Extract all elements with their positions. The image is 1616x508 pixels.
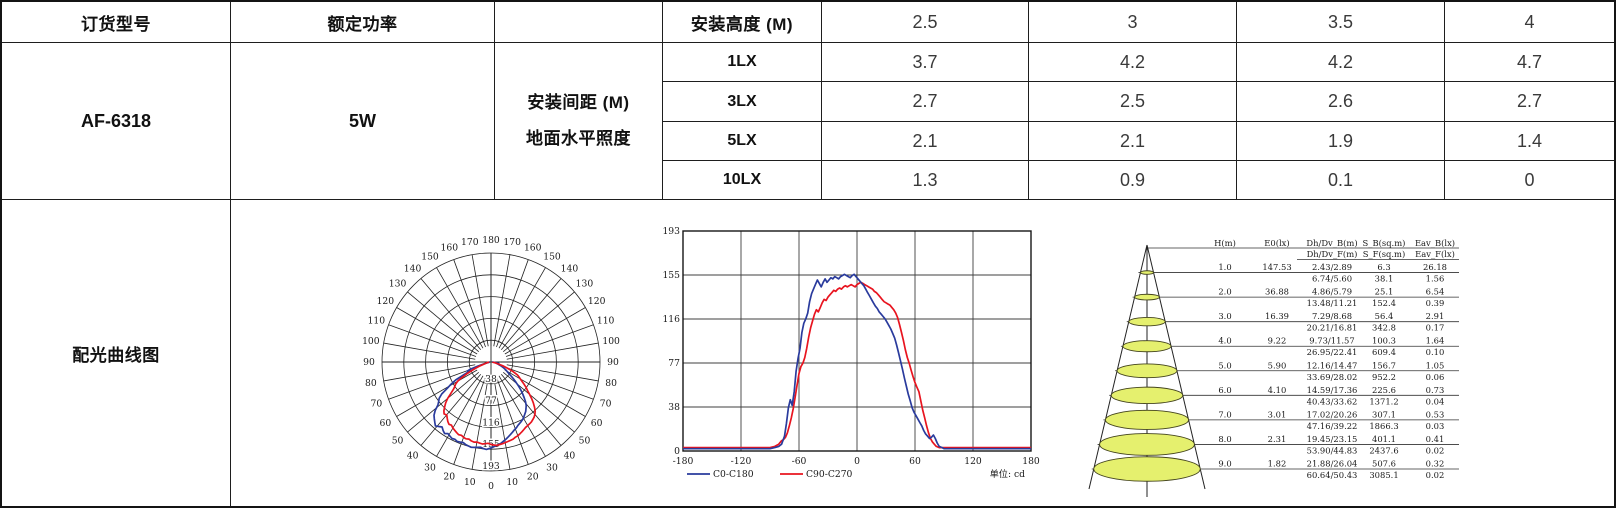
power-value: 5W — [231, 43, 495, 200]
col-header-height: 安装高度 (M) — [663, 2, 822, 43]
height-value: 4 — [1445, 2, 1614, 43]
spacing-value: 4.2 — [1237, 43, 1445, 82]
spacing-value: 2.1 — [822, 122, 1029, 161]
height-value: 3 — [1029, 2, 1237, 43]
spacing-value: 0 — [1445, 161, 1614, 200]
curve-section-label: 配光曲线图 — [2, 200, 231, 506]
col-header-model: 订货型号 — [2, 2, 231, 43]
spacing-label-line2: 地面水平照度 — [526, 129, 631, 148]
spacing-value: 1.4 — [1445, 122, 1614, 161]
lux-row-label: 1LX — [663, 43, 822, 82]
spacing-value: 4.2 — [1029, 43, 1237, 82]
model-value: AF-6318 — [2, 43, 231, 200]
spacing-value: 2.7 — [822, 82, 1029, 122]
spacing-value: 0.1 — [1237, 161, 1445, 200]
spacing-value: 1.3 — [822, 161, 1029, 200]
spacing-value: 2.5 — [1029, 82, 1237, 122]
spacing-value: 1.9 — [1237, 122, 1445, 161]
spacing-value: 4.7 — [1445, 43, 1614, 82]
spacing-value: 2.7 — [1445, 82, 1614, 122]
spacing-label: 安装间距 (M) 地面水平照度 — [495, 43, 663, 200]
blank-cell — [495, 2, 663, 43]
spacing-value: 2.1 — [1029, 122, 1237, 161]
spacing-label-line1: 安装间距 (M) — [527, 93, 630, 113]
lux-row-label: 3LX — [663, 82, 822, 122]
lux-row-label: 5LX — [663, 122, 822, 161]
height-value: 3.5 — [1237, 2, 1445, 43]
col-header-power: 额定功率 — [231, 2, 495, 43]
spacing-value: 0.9 — [1029, 161, 1237, 200]
spacing-value: 2.6 — [1237, 82, 1445, 122]
lux-row-label: 10LX — [663, 161, 822, 200]
charts-cell — [231, 200, 1614, 506]
spacing-value: 3.7 — [822, 43, 1029, 82]
height-value: 2.5 — [822, 2, 1029, 43]
